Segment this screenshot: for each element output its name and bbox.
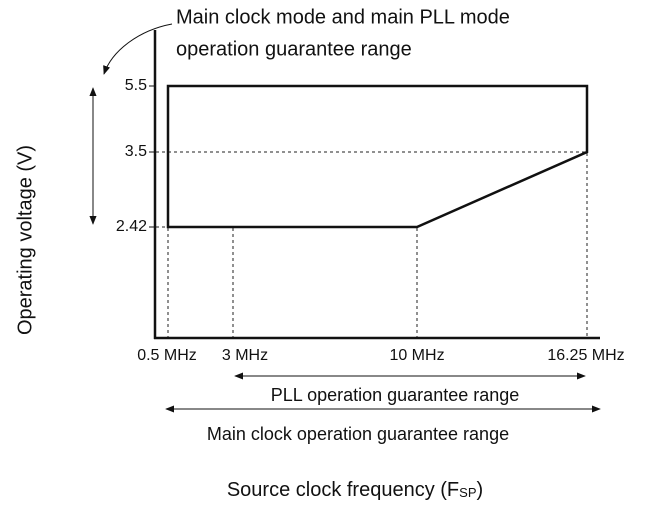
range-label: Main clock operation guarantee range — [207, 424, 509, 444]
range-label: PLL operation guarantee range — [271, 385, 520, 405]
y-tick-label: 3.5 — [125, 143, 147, 160]
callout-arrow — [103, 23, 173, 75]
y-tick-label: 2.42 — [116, 218, 147, 235]
callout-line: Main clock mode and main PLL mode — [176, 6, 510, 28]
y-axis-label: Operating voltage (V) — [14, 145, 36, 335]
x-axis-label-sub: SP — [459, 485, 476, 500]
x-tick-label: 10 MHz — [389, 347, 444, 364]
y-ticks — [149, 85, 155, 228]
callout-line: operation guarantee range — [176, 38, 412, 60]
operating-region — [166, 84, 589, 229]
guide-lines — [156, 151, 588, 337]
x-tick-label: 16.25 MHz — [547, 347, 624, 364]
y-tick-label: 5.5 — [125, 77, 147, 94]
x-axis-label: Source clock frequency (FSP) — [227, 479, 483, 501]
x-tick-label: 3 MHz — [222, 347, 268, 364]
x-axis-label-part: Source clock frequency (F — [227, 479, 459, 501]
x-axis-label-part: ) — [477, 479, 484, 501]
x-tick-label: 0.5 MHz — [137, 347, 197, 364]
